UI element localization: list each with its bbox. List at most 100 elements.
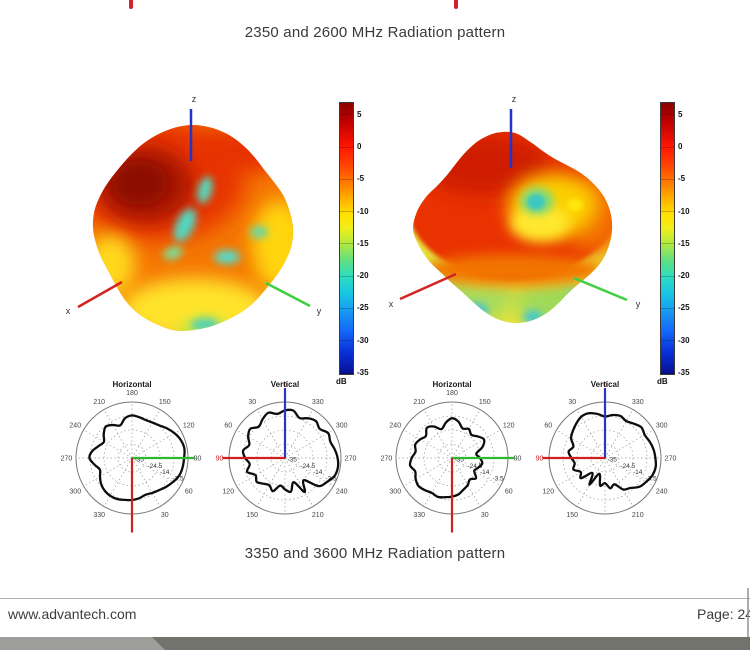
angle-label: 210 [93,399,105,406]
colorbar-tick-mark [340,307,353,309]
colorbar-tick-label: -35 [357,368,369,377]
x-axis-label: x [389,299,394,309]
footer-page-number: Page: 24 [697,606,750,622]
angle-label: 30 [248,399,256,406]
footer-bar [0,637,750,650]
polar-plot-vertical-2: -35-24.5-14-3.5 0 330 300 270 240 210 150 120 90 6… [536,380,677,519]
angle-label: 60 [544,423,552,430]
colorbar-unit-label: dB [657,377,668,386]
angle-label: 330 [413,512,425,519]
x-axis-line [399,272,457,301]
radial-tick-label: -3.5 [645,476,657,483]
radial-tick-label: -35 [134,456,144,463]
x-axis-label: x [66,306,71,316]
polar-plot-title: Horizontal [112,380,151,389]
angle-label: 120 [542,488,554,495]
polar-plot-horizontal-2: -35-24.5-14-3.5 180 150 120 90 60 30 330 300 270 2… [381,380,522,533]
3d-radiation-plot-right: z x y [389,94,641,324]
radial-tick-label: -14 [313,469,323,476]
angle-label: 60 [185,488,193,495]
colorbar-tick-mark [661,307,674,309]
radial-tick-label: -3.5 [492,476,504,483]
angle-label: 150 [159,399,171,406]
polar-plot-title: Vertical [271,380,299,389]
colorbar-gradient [339,102,354,375]
radial-tick-label: -3.5 [172,476,184,483]
angle-label: 60 [224,423,232,430]
colorbar-tick-mark [340,243,353,245]
y-axis-label: y [636,299,641,309]
colorbar-right: dB 5 0 -5 -10 -15 -20 -25 -30 -35 [657,102,720,392]
colorbar-left: dB 5 0 -5 -10 -15 -20 -25 -30 -35 [336,102,399,392]
radial-tick-label: -24.5 [147,463,162,470]
angle-label: 270 [345,456,357,463]
angle-label: 0 [283,383,287,389]
colorbar-tick-label: -25 [357,303,369,313]
colorbar-tick-mark [340,211,353,213]
radiation-pattern-curve [567,411,658,491]
angle-label: 180 [126,390,138,397]
radiation-pattern-curve [241,408,340,494]
colorbar-tick-label: -5 [357,174,365,184]
footer-bar-accent [0,637,165,650]
radial-tick-label: -35 [607,456,617,463]
colorbar-tick-mark [340,178,353,180]
angle-label: 300 [69,488,81,495]
z-axis-label: z [512,94,517,104]
x-axis-line [77,280,123,309]
colorbar-tick-label: -35 [678,368,690,377]
radial-tick-label: -24.5 [300,463,315,470]
colorbar-tick-label: 5 [357,109,362,119]
colorbar-tick-label: -10 [678,206,690,216]
footer-divider [0,598,750,599]
colorbar-tick-mark [661,275,674,277]
polar-plot-title: Vertical [591,380,619,389]
angle-label: 210 [312,512,324,519]
angle-label: 90 [194,456,202,463]
colorbar-tick-label: -20 [357,271,369,281]
figure-caption-top: 2350 and 2600 MHz Radiation pattern [244,24,506,41]
colorbar-tick-label: 5 [678,109,683,119]
angle-label: 30 [481,512,489,519]
angle-label: 90 [216,456,224,463]
polar-plot-vertical-1: -35-24.5-14-3.50330300270240210150120906… [216,380,357,519]
angle-label: 150 [566,512,578,519]
z-axis-label: z [192,94,197,104]
angle-label: 330 [632,399,644,406]
colorbar-tick-mark [340,275,353,277]
angle-label: 90 [514,456,522,463]
angle-label: 90 [536,456,544,463]
angle-label: 60 [505,488,513,495]
3d-radiation-plot-left: z x y [66,94,322,331]
colorbar-gradient [660,102,675,375]
radial-tick-label: -24.5 [620,463,635,470]
colorbar-tick-label: -30 [357,335,369,345]
polar-plot-title: Horizontal [432,380,471,389]
colorbar-tick-label: -15 [357,238,369,248]
angle-label: 270 [665,456,677,463]
angle-label: 240 [336,488,348,495]
footer-website: www.advantech.com [8,606,137,622]
colorbar-tick-mark [340,114,353,116]
angle-label: 300 [656,423,668,430]
colorbar-tick-mark [340,146,353,148]
y-axis-label: y [317,306,322,316]
angle-label: 120 [503,423,515,430]
radial-tick-label: -14 [480,469,490,476]
radial-tick-label: -14 [160,469,170,476]
colorbar-tick-label: -30 [678,335,690,345]
colorbar-tick-label: -10 [357,206,369,216]
angle-label: 180 [446,390,458,397]
radial-tick-label: -14 [633,469,643,476]
angle-label: 240 [389,423,401,430]
clipped-heading-artifact-left [129,0,133,9]
colorbar-tick-mark [661,372,674,374]
radial-tick-label: -35 [287,456,297,463]
angle-label: 120 [183,423,195,430]
colorbar-tick-mark [340,340,353,342]
colorbar-tick-label: -5 [678,174,686,184]
colorbar-tick-mark [661,243,674,245]
angle-label: 210 [413,399,425,406]
angle-label: 300 [389,488,401,495]
